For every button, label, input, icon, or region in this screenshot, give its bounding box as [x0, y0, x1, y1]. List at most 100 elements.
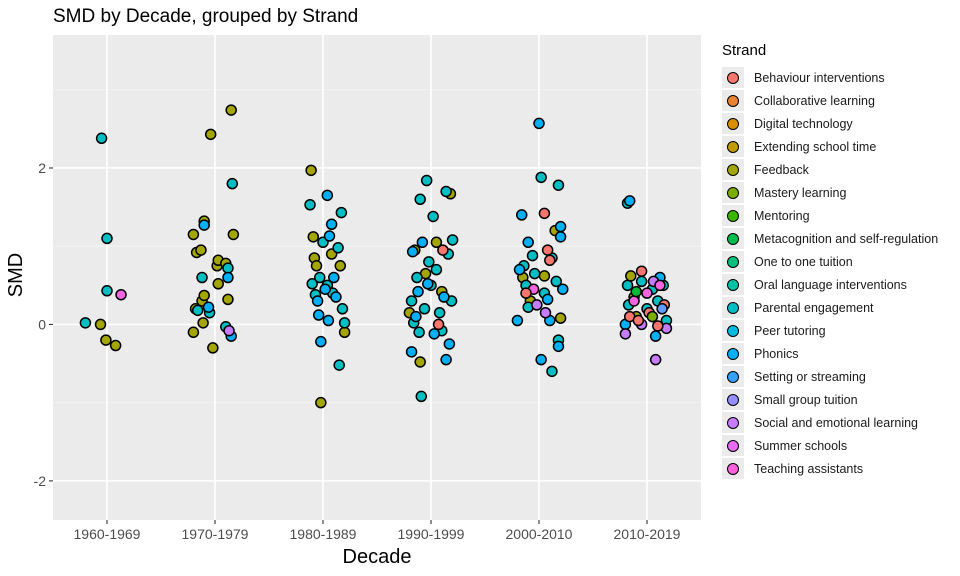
legend-swatch [727, 117, 739, 130]
data-point [628, 295, 640, 307]
data-point [511, 314, 524, 327]
data-point [423, 256, 435, 268]
data-point [415, 390, 428, 403]
data-point [195, 244, 207, 256]
data-point [541, 244, 554, 256]
data-point [522, 236, 534, 249]
data-point [321, 189, 334, 202]
x-tick-label: 2000-2010 [506, 526, 573, 542]
legend-key [722, 136, 744, 157]
legend-item: Extending school time [722, 135, 938, 158]
legend-label: Mastery learning [754, 185, 847, 200]
data-point [619, 328, 632, 340]
legend-item: Teaching assistants [722, 457, 938, 480]
data-point [222, 262, 234, 274]
data-point [305, 164, 317, 177]
data-point [630, 285, 642, 298]
legend-item: Parental engagement [722, 296, 938, 319]
data-point [528, 267, 541, 280]
legend-label: Peer tutoring [754, 323, 826, 338]
data-point [196, 271, 208, 284]
data-point [101, 285, 113, 297]
legend-key [722, 251, 744, 272]
data-point [440, 353, 452, 366]
legend-swatch [727, 232, 739, 245]
data-point [420, 174, 433, 187]
data-point [418, 303, 431, 315]
legend-key [722, 159, 744, 180]
legend-key [722, 182, 744, 203]
data-point [531, 299, 543, 311]
legend-label: Setting or streaming [754, 369, 866, 384]
legend-label: Small group tuition [754, 392, 858, 407]
data-point [405, 295, 418, 307]
data-point [197, 317, 209, 329]
data-point [621, 279, 634, 292]
legend-swatch [727, 370, 739, 383]
legend-item: One to one tuition [722, 250, 938, 273]
data-point [334, 260, 347, 272]
data-point [554, 220, 567, 233]
legend-item: Summer schools [722, 434, 938, 457]
data-point [95, 132, 108, 145]
data-point [207, 342, 219, 354]
data-point [440, 185, 452, 198]
data-point [412, 285, 424, 298]
data-point [304, 199, 316, 211]
data-point [413, 326, 425, 339]
data-points [79, 104, 673, 409]
legend-swatch [727, 94, 739, 107]
data-point [405, 346, 418, 358]
data-point [79, 317, 92, 329]
legend-key [722, 458, 744, 479]
legend-key [722, 343, 744, 364]
data-point [187, 228, 200, 241]
legend-swatch [727, 186, 739, 199]
legend-item: Collaborative learning [722, 89, 938, 112]
data-point [538, 207, 551, 220]
data-point [338, 317, 351, 329]
y-axis: -2 0 2 [34, 160, 53, 489]
data-point [656, 303, 668, 315]
data-point [315, 335, 327, 348]
data-point [109, 339, 122, 352]
legend-label: Social and emotional learning [754, 415, 918, 430]
x-axis: 1960-1969 1970-1979 1980-1989 1990-1999 2000… [74, 520, 681, 542]
data-point [554, 312, 567, 324]
data-point [427, 210, 439, 223]
legend-swatch [727, 347, 739, 360]
data-point [414, 356, 426, 368]
legend-key [722, 67, 744, 88]
data-point [520, 287, 532, 299]
data-point [226, 177, 239, 190]
data-point [554, 231, 567, 243]
data-point [546, 365, 558, 378]
x-tick-label: 1990-1999 [398, 526, 465, 542]
data-point [204, 128, 217, 141]
legend-item: Mentoring [722, 204, 938, 227]
x-tick-label: 1970-1979 [182, 526, 249, 542]
data-point [315, 396, 327, 409]
legend-key [722, 435, 744, 456]
legend-key [722, 90, 744, 111]
data-point [550, 275, 563, 288]
legend-swatch [727, 301, 739, 314]
data-point [225, 104, 237, 116]
y-axis-label: SMD [5, 253, 27, 297]
data-point [649, 330, 662, 342]
legend-item: Feedback [722, 158, 938, 181]
y-tick-label: -2 [34, 473, 47, 489]
data-point [632, 314, 645, 327]
data-point [411, 271, 423, 284]
data-point [552, 340, 565, 353]
data-point [646, 310, 659, 323]
data-point [635, 275, 648, 288]
data-point [100, 334, 112, 346]
x-axis-label: Decade [343, 546, 412, 568]
data-point [443, 338, 456, 350]
legend-swatch [727, 71, 739, 84]
data-point [94, 318, 107, 331]
data-point [557, 283, 569, 295]
legend-label: One to one tuition [754, 254, 853, 269]
